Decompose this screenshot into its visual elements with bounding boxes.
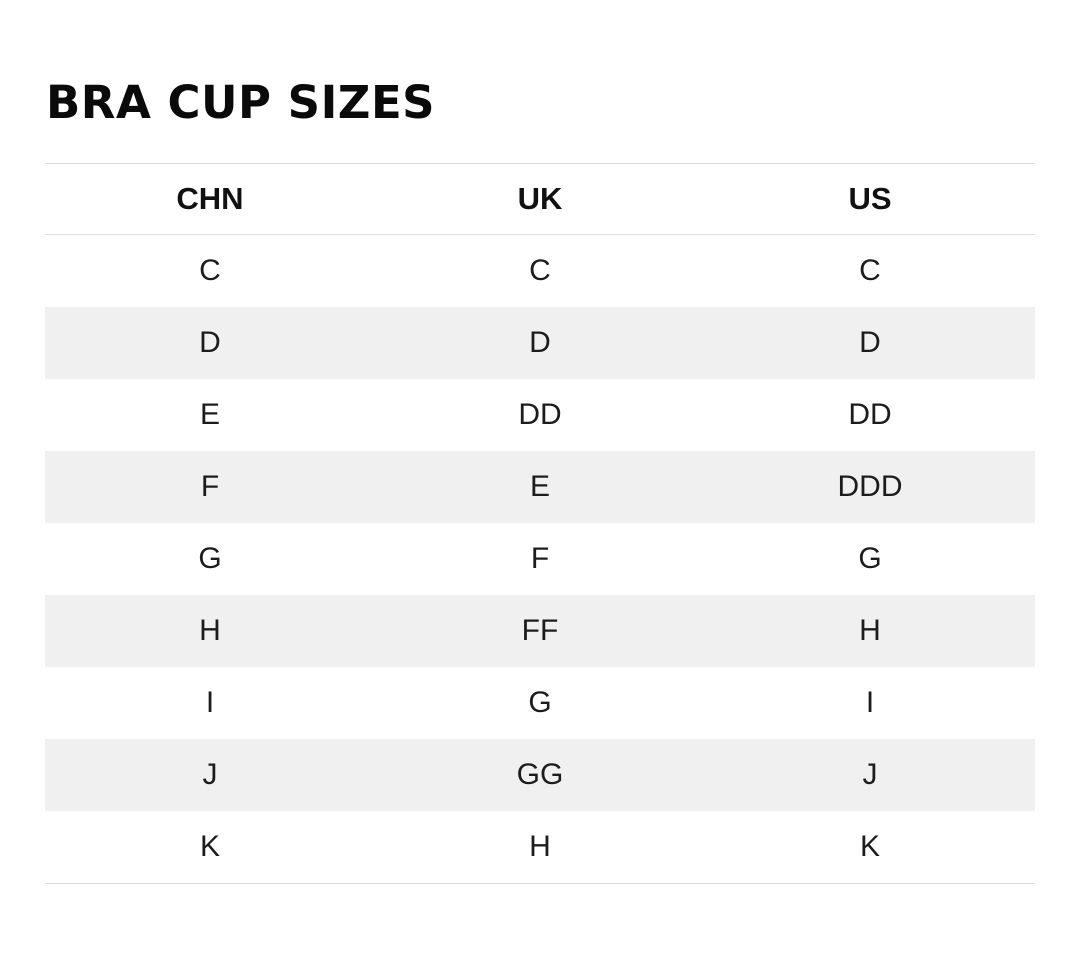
table-cell-uk: D	[529, 326, 551, 359]
table-row: K H K	[45, 811, 1035, 884]
table-cell-uk: GG	[516, 758, 564, 791]
table-cell-uk: C	[529, 254, 551, 287]
table-row: G F G	[45, 523, 1035, 595]
table-cell-chn: J	[202, 758, 218, 791]
table-cell-chn: F	[200, 470, 220, 503]
column-header-uk: UK	[375, 163, 705, 235]
bra-cup-sizes-table: CHN UK US C C C D D D E DD DD F	[45, 163, 1035, 884]
table-cell-chn: E	[199, 398, 220, 431]
table-cell-us: C	[859, 254, 881, 287]
table-cell-us: J	[862, 758, 878, 791]
table-row: I G I	[45, 667, 1035, 739]
table-cell-uk: G	[528, 686, 552, 719]
table-row: C C C	[45, 235, 1035, 308]
table-cell-us: H	[859, 614, 881, 647]
page-title: BRA CUP SIZES	[46, 76, 436, 129]
table-row: E DD DD	[45, 379, 1035, 451]
table-cell-chn: K	[45, 811, 375, 884]
table-cell-chn: D	[199, 326, 221, 359]
table-cell-uk: E	[529, 470, 550, 503]
table-cell-us: I	[865, 686, 875, 719]
table-cell-chn: G	[198, 542, 222, 575]
table-cell-chn: H	[199, 614, 221, 647]
table-cell-us: K	[705, 811, 1035, 884]
table-cell-chn: I	[205, 686, 215, 719]
table-cell-chn: C	[199, 254, 221, 287]
table-cell-us: DD	[848, 398, 892, 431]
table-cell-uk: F	[530, 542, 550, 575]
table-cell-uk: DD	[518, 398, 562, 431]
column-header-us: US	[705, 163, 1035, 235]
table-row: H FF H	[45, 595, 1035, 667]
table-head: CHN UK US	[45, 163, 1035, 235]
table-cell-us: G	[858, 542, 882, 575]
table-cell-uk: H	[375, 811, 705, 884]
table-cell-uk: FF	[521, 614, 559, 647]
table-cell-us: DDD	[837, 470, 903, 503]
column-header-chn: CHN	[45, 163, 375, 235]
table-row: J GG J	[45, 739, 1035, 811]
table-header-row: CHN UK US	[45, 163, 1035, 235]
table-row: F E DDD	[45, 451, 1035, 523]
table-cell-us: D	[859, 326, 881, 359]
table-body: C C C D D D E DD DD F E DDD G F	[45, 235, 1035, 884]
table-row: D D D	[45, 307, 1035, 379]
